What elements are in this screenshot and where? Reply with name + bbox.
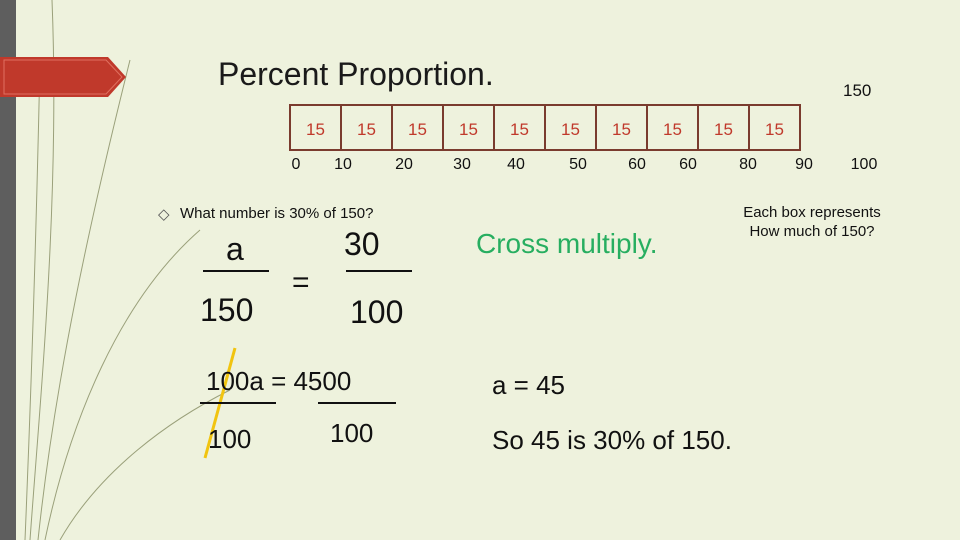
bar-cell: 15	[510, 120, 529, 139]
divisor-right: 100	[330, 418, 374, 448]
proportion-denominator-left: 150	[200, 292, 254, 328]
bar-tick-label: 0	[291, 156, 301, 173]
bar-cell: 15	[561, 120, 580, 139]
bar-total-label: 150	[843, 81, 872, 100]
bar-cell: 15	[408, 120, 427, 139]
title-arrow-marker	[0, 57, 126, 97]
divisor-bar-right	[318, 402, 396, 404]
bar-tick-label: 50	[569, 156, 587, 173]
bar-tick-label: 10	[334, 156, 352, 173]
bar-cell: 15	[357, 120, 376, 139]
bar-cell: 15	[612, 120, 631, 139]
bar-tick-label: 40	[507, 156, 525, 173]
bar-tick-label: 20	[395, 156, 413, 173]
divisor-bar-left	[200, 402, 276, 404]
bar-tick-label: 100	[850, 156, 878, 173]
bar-tick-label: 60	[679, 156, 697, 173]
equals-sign: =	[292, 266, 310, 299]
fraction-bar-left	[203, 270, 269, 272]
divisor-left: 100	[208, 424, 252, 454]
slide-title: Percent Proportion.	[218, 56, 494, 92]
bar-cell: 15	[765, 120, 784, 139]
answer-text: a = 45	[492, 370, 566, 400]
left-edge-strip	[0, 0, 16, 540]
proportion-denominator-right: 100	[350, 294, 404, 330]
work-equation: 100a = 4500	[206, 366, 352, 396]
bar-cell: 15	[714, 120, 733, 139]
each-box-note-line1: Each box represents	[743, 204, 881, 221]
bar-tick-label: 30	[453, 156, 471, 173]
bar-tick-label: 80	[739, 156, 757, 173]
bar-tick-label: 60	[628, 156, 646, 173]
fraction-bar-right	[346, 270, 412, 272]
conclusion-text: So 45 is 30% of 150.	[492, 425, 732, 455]
question-text: What number is 30% of 150?	[180, 205, 374, 222]
bar-tick-label: 90	[795, 156, 813, 173]
cross-multiply-note: Cross multiply.	[476, 228, 658, 259]
diamond-bullet-icon: ◇	[158, 206, 170, 223]
bar-dividers	[340, 105, 750, 150]
bar-cell: 15	[459, 120, 478, 139]
each-box-note-line2: How much of 150?	[749, 223, 875, 240]
each-box-note: Each box represents How much of 150?	[712, 203, 912, 241]
proportion-numerator-left: a	[226, 231, 244, 267]
bar-cell: 15	[306, 120, 325, 139]
bar-cell: 15	[663, 120, 682, 139]
proportion-numerator-right: 30	[344, 226, 380, 262]
